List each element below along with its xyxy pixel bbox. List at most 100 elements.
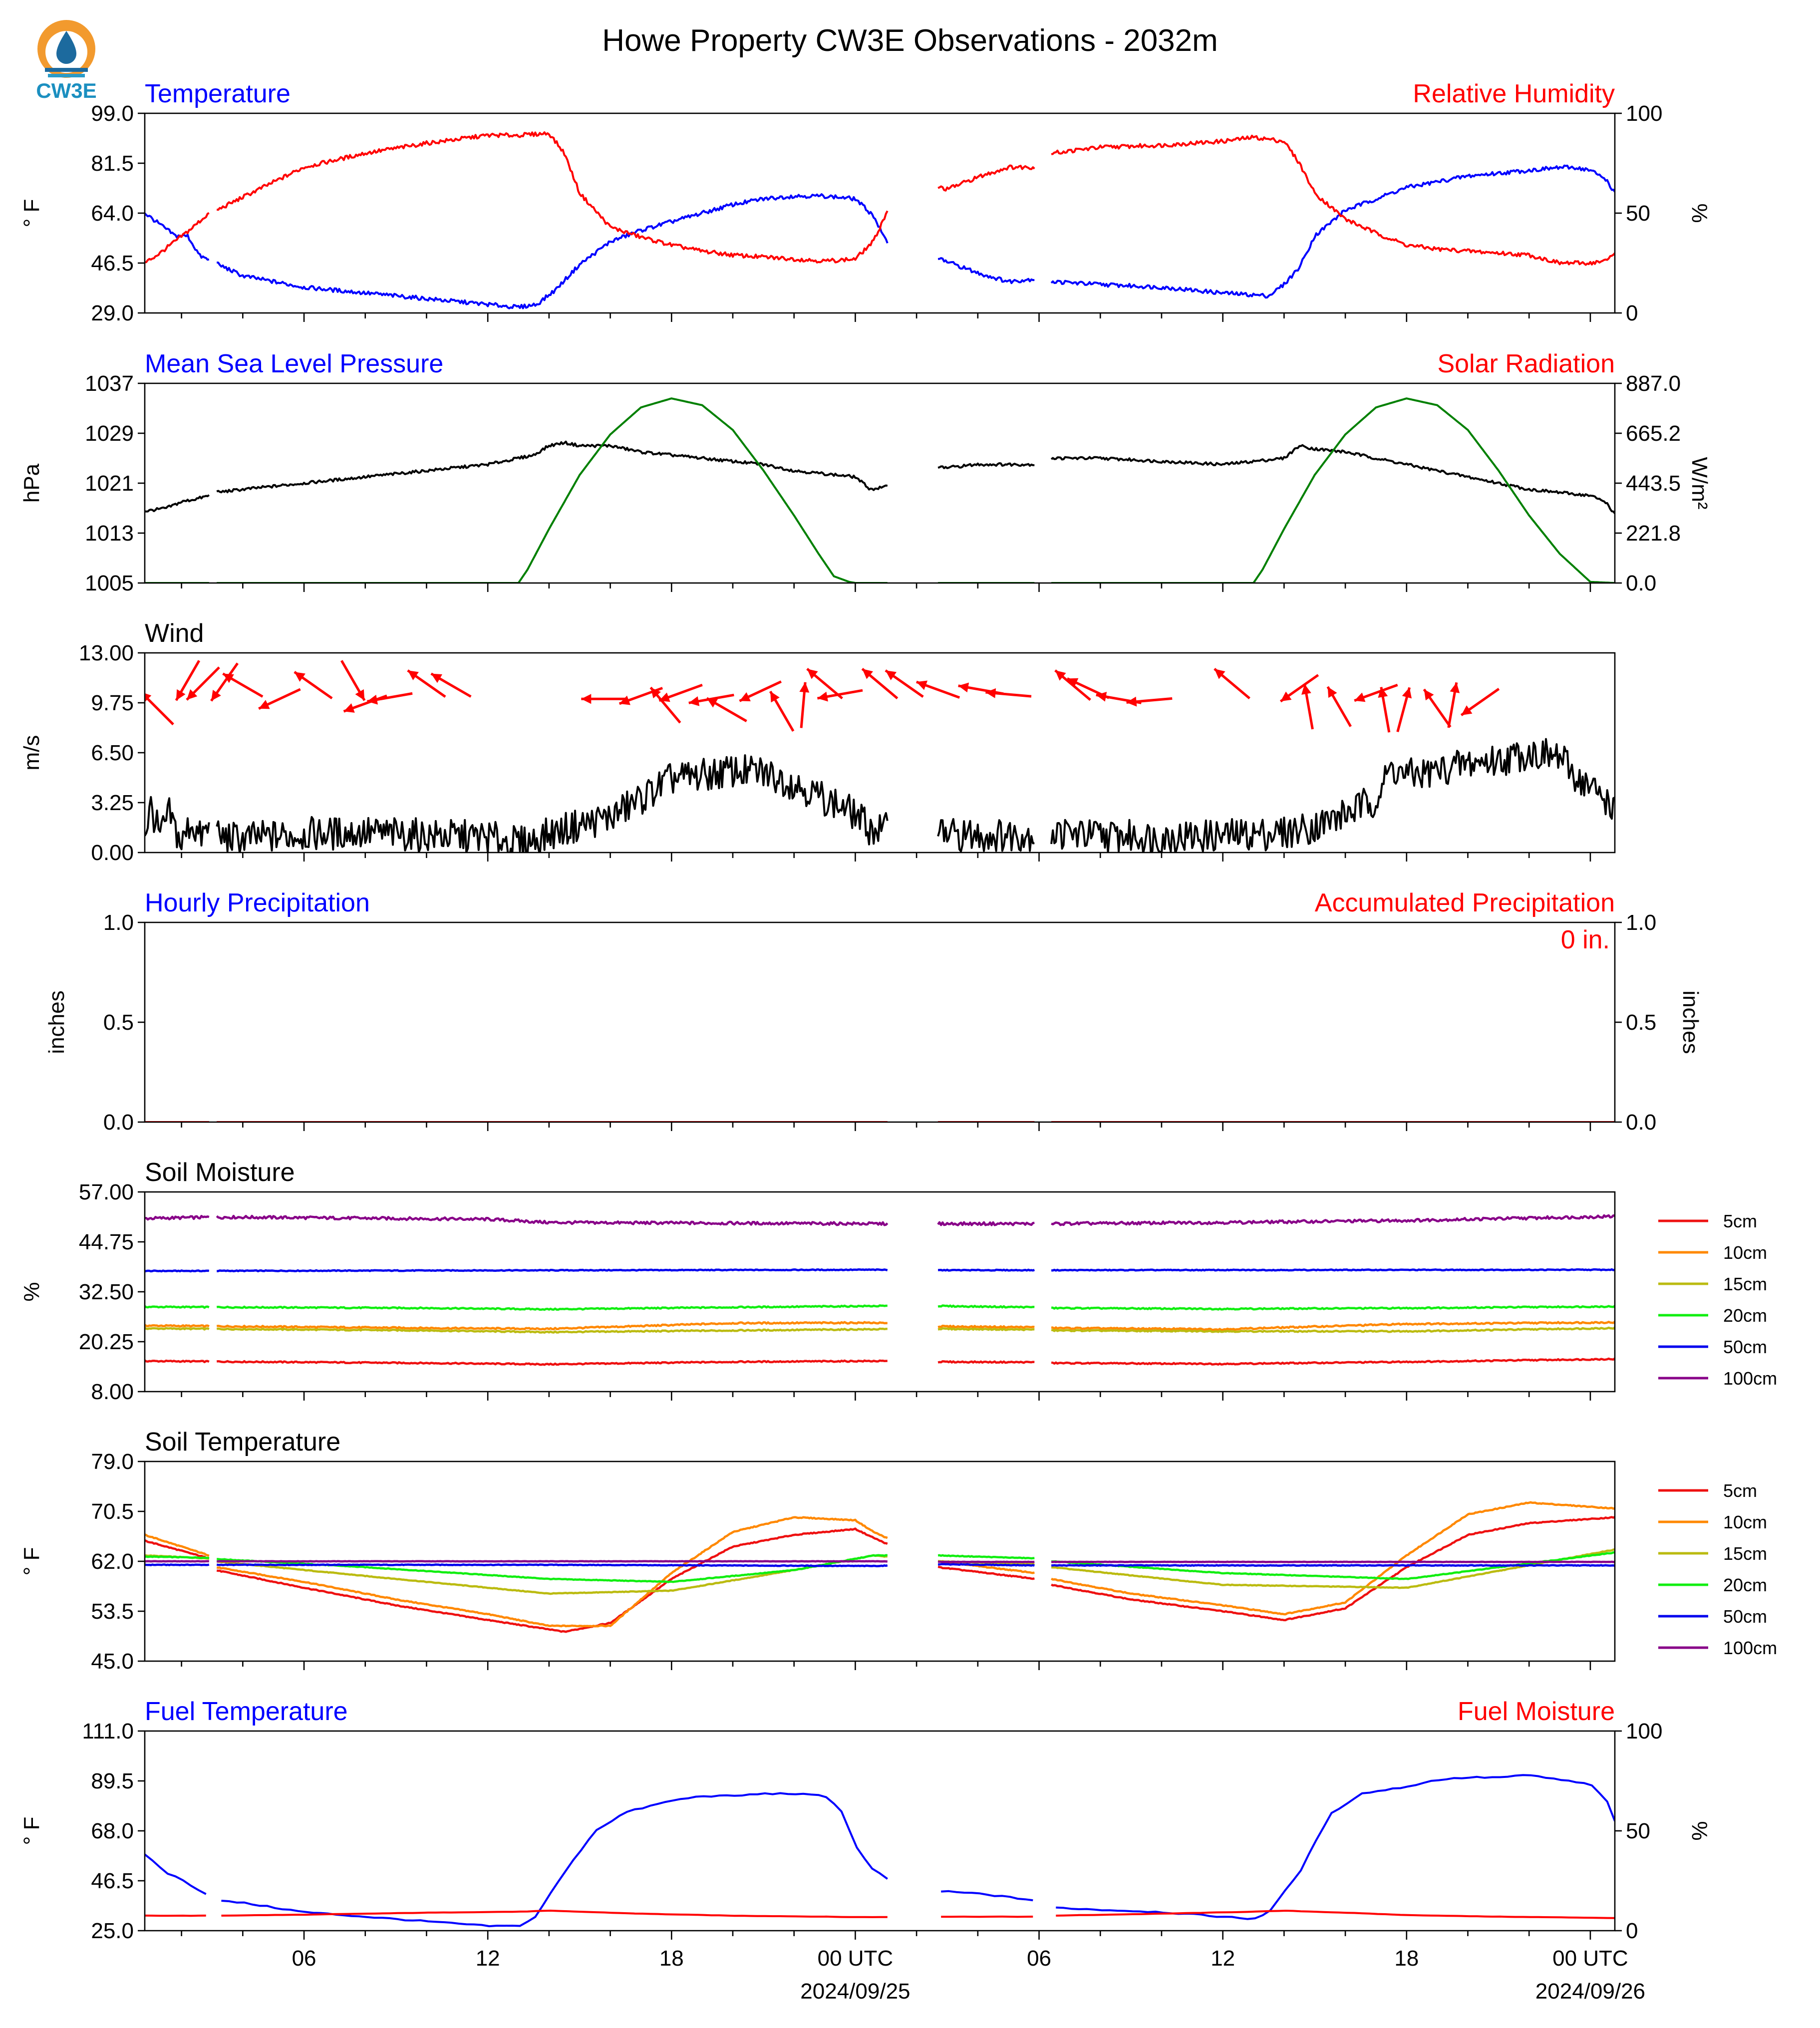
wind-arrow-head <box>1450 682 1460 693</box>
wind-arrow-head <box>259 700 270 709</box>
y-axis-label: ° F <box>19 1817 44 1845</box>
wind-arrow-head <box>211 690 221 701</box>
wind-arrow-head <box>176 689 186 701</box>
y-tick-label-right: 50 <box>1626 201 1650 226</box>
series-group <box>145 660 1615 853</box>
x-tick-label: 12 <box>476 1946 500 1971</box>
wind-arrow-head <box>916 680 928 690</box>
water-drop-icon <box>56 31 76 64</box>
series-line-50cm <box>145 1268 1615 1273</box>
y-tick-label: 1.0 <box>103 910 134 935</box>
y-tick-label-right: 0 <box>1626 1919 1638 1943</box>
y-tick-label: 0.5 <box>103 1010 134 1035</box>
wind-arrow <box>985 688 1032 698</box>
x-tick-label: 00 UTC <box>1552 1946 1628 1971</box>
x-date-label: 2024/09/25 <box>800 1979 910 2004</box>
wind-arrow-head <box>1354 692 1366 702</box>
y-tick-label-right: 100 <box>1626 101 1662 126</box>
wind-arrow-head <box>807 668 818 679</box>
panel-title-left: Temperature <box>145 79 291 108</box>
panel-precip: Hourly Precipitation Accumulated Precipit… <box>44 888 1703 1135</box>
wind-arrow-head <box>355 689 365 701</box>
wind-arrow-head <box>985 688 996 698</box>
series-line-10cm <box>145 1321 1615 1331</box>
wind-arrow <box>649 686 681 724</box>
y-tick-label: 32.50 <box>79 1280 134 1304</box>
legend-label: 100cm <box>1723 1638 1777 1658</box>
wind-arrow-head <box>958 682 969 693</box>
panel-soil_moisture: Soil Moisture 8.00 20.25 32.50 44.75 57.00% 5c… <box>19 1158 1777 1404</box>
wind-arrow <box>175 660 201 701</box>
wind-arrow <box>885 669 924 698</box>
y-tick-label-right: 665.2 <box>1626 421 1681 446</box>
y-tick-label: 1037 <box>85 371 134 396</box>
wind-arrow <box>1396 687 1412 732</box>
wind-arrow <box>1279 674 1319 703</box>
wind-arrow-head <box>294 672 305 682</box>
y-tick-label: 20.25 <box>79 1330 134 1354</box>
wind-arrow-head <box>223 673 234 683</box>
wind-arrow <box>145 693 174 726</box>
x-tick-label: 00 UTC <box>818 1946 894 1971</box>
panel-frame <box>144 382 1616 584</box>
y-tick-label-right: 1.0 <box>1626 910 1656 935</box>
series-line-5cm <box>145 1357 1615 1366</box>
series-line-50cm <box>145 1563 1615 1568</box>
wind-arrow-head <box>770 691 780 703</box>
wind-arrow-head <box>581 694 592 704</box>
x-tick-label: 12 <box>1211 1946 1235 1971</box>
wind-arrow-head <box>431 673 443 683</box>
wind-arrow <box>367 692 413 705</box>
panel-title-right: Solar Radiation <box>1437 349 1615 378</box>
panel-frame <box>144 1460 1616 1662</box>
wind-arrow-head <box>1214 668 1225 679</box>
wind-arrow <box>430 672 472 698</box>
y-axis-label-right: W/m² <box>1687 457 1712 509</box>
wind-arrow <box>706 697 747 723</box>
wind-arrow <box>1378 687 1391 733</box>
wind-arrow <box>817 689 863 702</box>
y-tick-label: 9.75 <box>91 691 134 715</box>
y-tick-label: 3.25 <box>91 791 134 815</box>
wind-arrow <box>581 694 627 704</box>
wind-arrow-head <box>817 691 828 702</box>
wind-arrow-head <box>343 703 355 713</box>
legend-label: 10cm <box>1723 1512 1767 1532</box>
wind-arrow-head <box>1378 687 1388 698</box>
panel-title-left: Wind <box>145 619 204 648</box>
legend-label: 50cm <box>1723 1337 1767 1357</box>
precip-annotation: 0 in. <box>1561 925 1610 954</box>
wind-arrow-head <box>688 696 700 706</box>
series-line-mean-sea-level-pressure <box>145 440 1615 514</box>
y-tick-label: 45.0 <box>91 1649 134 1674</box>
y-tick-label: 62.0 <box>91 1549 134 1574</box>
wind-arrow <box>1213 668 1250 700</box>
panel-frame <box>144 112 1616 314</box>
panel-soil_temp: Soil Temperature 45.0 53.5 62.0 70.5 79.0 ° F 5… <box>19 1428 1777 1674</box>
y-tick-label: 89.5 <box>91 1769 134 1793</box>
y-tick-label: 111.0 <box>82 1719 134 1743</box>
panel-fuel: Fuel Temperature Fuel Moisture 25.0 46.5 68.… <box>19 1697 1712 1943</box>
y-tick-label: 25.0 <box>91 1919 134 1943</box>
y-tick-label: 0.00 <box>91 841 134 865</box>
series-line-15cm <box>145 1326 1615 1334</box>
series-group <box>145 1214 1615 1366</box>
y-tick-label-right: 50 <box>1626 1819 1650 1843</box>
legend-label: 20cm <box>1723 1575 1767 1595</box>
legend-label: 15cm <box>1723 1274 1767 1294</box>
panel-title-left: Mean Sea Level Pressure <box>145 349 443 378</box>
x-tick-label: 06 <box>292 1946 316 1971</box>
wind-arrow <box>1354 683 1398 702</box>
panel-temp_rh: Temperature Relative Humidity 29.0 46.5 64.0… <box>19 79 1712 325</box>
y-axis-label-right: inches <box>1678 990 1703 1054</box>
wind-arrow <box>186 666 220 701</box>
y-tick-label: 13.00 <box>79 641 134 665</box>
wind-arrow-head <box>650 687 661 699</box>
wind-arrow <box>1301 683 1314 730</box>
legend-label: 20cm <box>1723 1305 1767 1326</box>
y-tick-label: 53.5 <box>91 1599 134 1624</box>
panel-frame <box>144 921 1616 1123</box>
wind-arrow <box>1423 688 1452 728</box>
panels: Temperature Relative Humidity 29.0 46.5 64.0… <box>19 79 1777 2004</box>
